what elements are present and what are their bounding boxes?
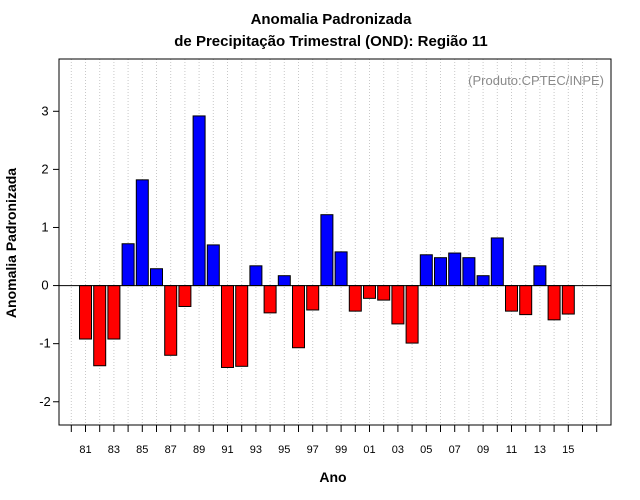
bar-2015 (561, 285, 575, 315)
x-tick-label: 85 (136, 444, 148, 456)
x-tick-label: 07 (449, 444, 461, 456)
bar-1987 (164, 285, 178, 356)
bar-1988 (178, 285, 192, 307)
y-tick-label: -1 (39, 336, 51, 351)
y-tick-label: -2 (39, 394, 51, 409)
bar-2012 (519, 285, 533, 316)
bar-1997 (306, 285, 320, 311)
x-tick-label: 93 (250, 444, 262, 456)
x-axis-label: Ano (319, 469, 346, 485)
bar-1999 (334, 251, 348, 287)
bar-1989 (192, 115, 206, 287)
x-tick-label: 83 (108, 444, 120, 456)
x-tick-label: 99 (335, 444, 347, 456)
y-tick-label: 0 (41, 278, 48, 293)
chart-title: Anomalia Padronizada (251, 11, 413, 28)
bar-1993 (249, 265, 263, 287)
bar-2006 (434, 257, 447, 287)
bar-1996 (292, 285, 305, 349)
x-tick-label: 15 (562, 444, 574, 456)
x-tick-label: 91 (221, 444, 233, 456)
x-tick-label: 03 (392, 444, 404, 456)
x-tick-label: 97 (307, 444, 319, 456)
bar-1982 (93, 285, 107, 367)
y-tick-label: 2 (41, 161, 48, 176)
bar-1983 (107, 285, 121, 340)
bar-1992 (235, 285, 249, 367)
bar-2004 (405, 285, 419, 344)
bar-1981 (79, 285, 92, 340)
bar-1995 (277, 275, 291, 287)
bar-1985 (135, 179, 149, 287)
bar-2010 (490, 237, 504, 287)
y-axis-label: Anomalia Padronizada (3, 168, 19, 318)
bars (79, 115, 575, 368)
x-tick-label: 13 (534, 444, 546, 456)
bar-1986 (150, 268, 163, 287)
bar-2001 (363, 285, 376, 299)
bar-2007 (448, 252, 462, 287)
x-tick-label: 01 (363, 444, 375, 456)
x-tick-label: 09 (477, 444, 489, 456)
chart-subtitle: de Precipitação Trimestral (OND): Região… (174, 33, 487, 50)
bar-2009 (476, 275, 490, 287)
bar-1998 (320, 214, 334, 287)
bar-2008 (462, 257, 476, 287)
bar-2011 (505, 285, 518, 312)
x-axis: 81 83 85 87 89 91 93 95 97 99 01 03 05 07 09 11 13 15 (70, 425, 598, 456)
bar-2005 (419, 254, 433, 287)
bar-2014 (547, 285, 561, 321)
x-tick-label: 05 (420, 444, 432, 456)
bar-2013 (533, 265, 547, 287)
y-axis: -2 -1 0 1 2 3 (39, 103, 59, 409)
bar-1984 (121, 243, 135, 287)
plot-frame (58, 58, 612, 426)
x-tick-label: 95 (278, 444, 290, 456)
bar-2000 (348, 285, 362, 312)
x-tick-label: 89 (193, 444, 205, 456)
x-tick-label: 87 (165, 444, 177, 456)
bar-1990 (206, 244, 220, 287)
grid (70, 59, 598, 425)
y-tick-label: 1 (41, 219, 48, 234)
x-tick-label: 11 (506, 444, 517, 456)
bar-1994 (263, 285, 277, 314)
bar-2003 (391, 285, 405, 325)
credit-annotation: (Produto:CPTEC/INPE) (468, 73, 604, 88)
x-tick-label: 81 (79, 444, 91, 456)
y-tick-label: 3 (41, 103, 48, 118)
bar-2002 (377, 285, 391, 301)
bar-1991 (221, 285, 234, 368)
